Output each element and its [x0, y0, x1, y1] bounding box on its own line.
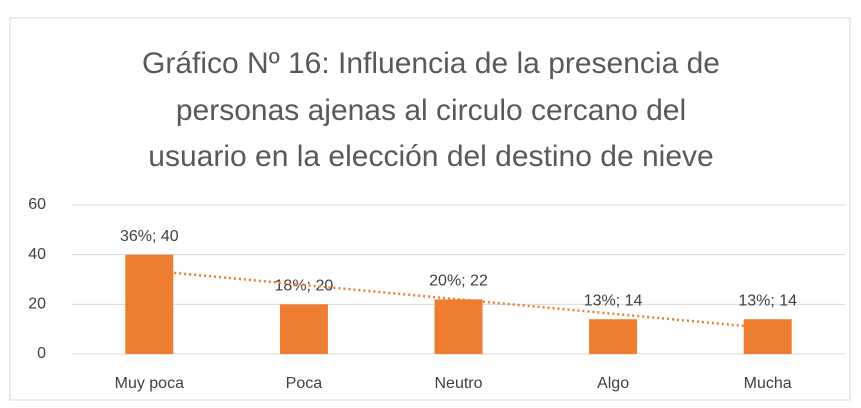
- x-tick-label: Algo: [597, 375, 629, 392]
- data-label: 20%; 22: [429, 273, 488, 290]
- data-label: 36%; 40: [120, 228, 179, 245]
- x-tick-label: Poca: [286, 375, 323, 392]
- y-tick-label: 0: [37, 345, 46, 362]
- y-tick-label: 20: [28, 296, 46, 313]
- x-tick-label: Neutro: [434, 375, 482, 392]
- trendline: [149, 269, 768, 330]
- chart-title: usuario en la elección del destino de ni…: [148, 140, 713, 173]
- bar: [434, 299, 483, 354]
- chart-title: Gráfico Nº 16: Influencia de la presenci…: [142, 47, 720, 80]
- y-tick-label: 60: [28, 196, 46, 213]
- bar: [589, 319, 638, 354]
- bar: [125, 254, 174, 354]
- bar: [279, 304, 328, 354]
- x-tick-label: Mucha: [744, 375, 792, 392]
- data-label: 13%; 14: [738, 292, 797, 309]
- data-label: 13%; 14: [584, 292, 643, 309]
- y-tick-label: 40: [28, 246, 46, 263]
- x-tick-label: Muy poca: [115, 375, 184, 392]
- chart-title: personas ajenas al circulo cercano del: [176, 94, 686, 127]
- bar: [743, 319, 792, 354]
